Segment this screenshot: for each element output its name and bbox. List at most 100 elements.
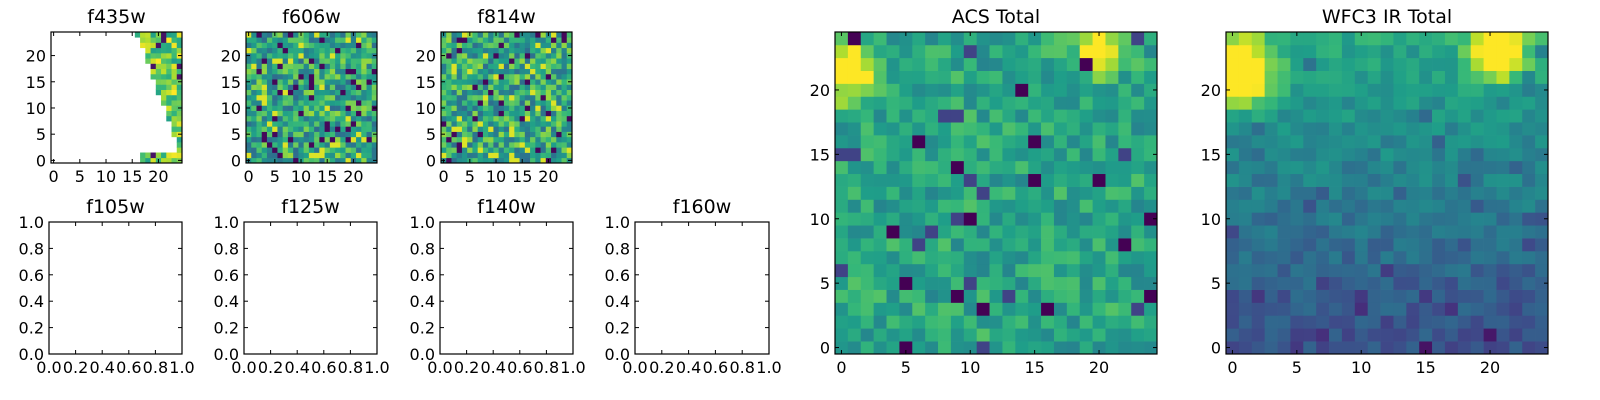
heatmap-cell	[1277, 186, 1291, 200]
heatmap-cell	[356, 63, 362, 70]
panel-title: f105w	[86, 196, 145, 218]
heatmap-cell	[912, 341, 926, 355]
heatmap-cell	[1367, 302, 1381, 316]
heatmap-cell	[441, 89, 447, 96]
heatmap-cell	[371, 89, 378, 96]
heatmap-cell	[498, 131, 505, 138]
heatmap-cell	[1457, 263, 1472, 278]
heatmap-cell	[356, 73, 362, 80]
heatmap-cell	[482, 32, 489, 38]
heatmap-cell	[308, 94, 315, 101]
heatmap-cell	[246, 94, 252, 101]
heatmap-cell	[324, 126, 331, 132]
heatmap-cell	[1226, 263, 1240, 278]
heatmap-cell	[1118, 96, 1132, 110]
heatmap-cell	[1238, 57, 1253, 71]
heatmap-cell	[1535, 199, 1549, 213]
y-tick-label: 15	[221, 73, 241, 92]
heatmap-cell	[1251, 186, 1265, 200]
heatmap-cell	[277, 63, 284, 70]
heatmap-cell	[1053, 186, 1068, 200]
heatmap-cell	[963, 160, 978, 175]
heatmap-cell	[566, 136, 573, 143]
y-tick-label: 0.0	[19, 345, 44, 364]
heatmap-cell	[150, 47, 157, 54]
heatmap-cell	[303, 157, 310, 164]
heatmap-cell	[860, 147, 874, 162]
heatmap-cell	[350, 68, 357, 75]
heatmap-cell	[1092, 135, 1106, 149]
heatmap-cell	[899, 96, 913, 110]
heatmap-cell	[1028, 32, 1042, 46]
heatmap-cell	[498, 136, 505, 143]
heatmap-cell	[308, 47, 315, 54]
heatmap-cell	[451, 126, 458, 132]
heatmap-cell	[356, 42, 362, 49]
heatmap-cell	[989, 250, 1003, 265]
heatmap-cell	[503, 73, 510, 80]
heatmap-cell	[350, 42, 357, 49]
heatmap-cell	[1002, 302, 1016, 316]
heatmap-cell	[519, 89, 526, 96]
heatmap-cell	[1238, 238, 1253, 252]
heatmap-cell	[366, 79, 373, 85]
heatmap-cell	[1354, 199, 1369, 213]
heatmap-cell	[488, 136, 494, 143]
heatmap-cell	[925, 199, 939, 213]
heatmap-cell	[446, 100, 452, 106]
axes-frame	[243, 221, 378, 355]
heatmap-cell	[493, 84, 499, 90]
heatmap-cell	[524, 73, 531, 80]
heatmap-cell	[545, 63, 552, 70]
heatmap-cell	[282, 73, 289, 80]
heatmap-cell	[514, 131, 520, 138]
heatmap-cell	[886, 173, 900, 187]
heatmap-cell	[161, 52, 167, 59]
heatmap-cell	[467, 121, 473, 127]
heatmap-cell	[366, 52, 373, 59]
heatmap-cell	[1457, 289, 1472, 303]
heatmap-cell	[266, 47, 273, 54]
heatmap-cell	[1432, 276, 1446, 290]
heatmap-cell	[441, 42, 447, 49]
heatmap-cell	[1144, 315, 1158, 329]
heatmap-cell	[561, 79, 568, 85]
heatmap-cell	[1483, 122, 1497, 136]
heatmap-cell	[446, 47, 452, 54]
heatmap-cell	[556, 152, 562, 159]
heatmap-cell	[1092, 199, 1106, 213]
heatmap-cell	[298, 94, 304, 101]
heatmap-cell	[282, 147, 289, 153]
heatmap-cell	[1393, 263, 1407, 278]
heatmap-cell	[1380, 289, 1394, 303]
heatmap-cell	[472, 58, 479, 64]
heatmap-cell	[361, 68, 367, 75]
heatmap-cell	[1290, 238, 1304, 252]
heatmap-cell	[1444, 70, 1459, 84]
heatmap-cell	[1535, 122, 1549, 136]
heatmap-cell	[155, 84, 162, 90]
heatmap-cell	[1470, 276, 1484, 290]
heatmap-cell	[1053, 96, 1068, 110]
heatmap-cell	[1406, 199, 1420, 213]
heatmap-cell	[493, 68, 499, 75]
heatmap-cell	[319, 121, 325, 127]
heatmap-cell	[461, 115, 468, 122]
heatmap-cell	[176, 147, 183, 153]
y-tick-label: 10	[221, 99, 241, 118]
heatmap-cell	[1444, 276, 1459, 290]
heatmap-cell	[335, 32, 341, 38]
heatmap-cell	[1028, 70, 1042, 84]
heatmap-cell	[256, 89, 263, 96]
heatmap-cell	[566, 84, 573, 90]
heatmap-cell	[1457, 135, 1472, 149]
heatmap-cell	[847, 199, 862, 213]
x-tick-label: 0.4	[480, 358, 505, 377]
heatmap-cell	[519, 136, 526, 143]
heatmap-cell	[1354, 250, 1369, 265]
heatmap-cell	[1028, 212, 1042, 226]
heatmap-cell	[1015, 328, 1029, 342]
heatmap-cell	[886, 44, 900, 59]
heatmap-cell	[519, 131, 526, 138]
